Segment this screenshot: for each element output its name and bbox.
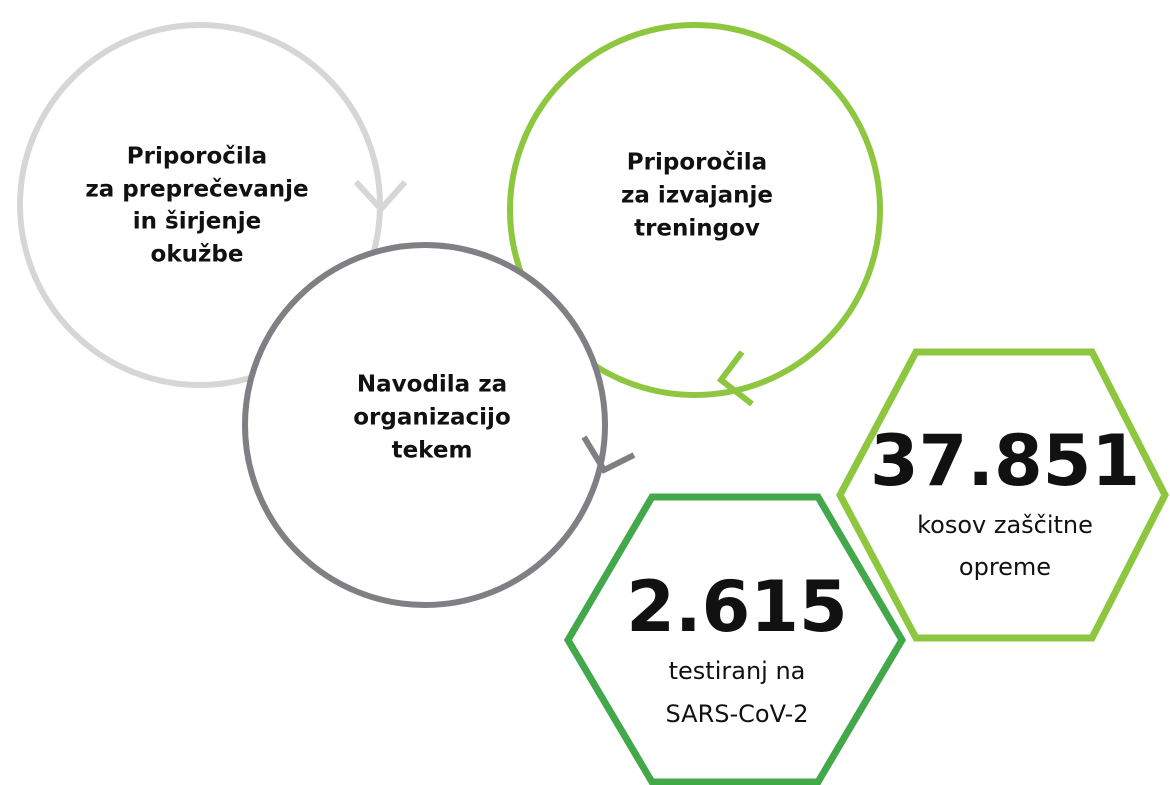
circle-green (507, 22, 883, 398)
arrow-light (353, 179, 408, 214)
stat-caption: opreme (959, 553, 1051, 581)
node-label: Priporočila (627, 150, 767, 176)
node-label: Navodila za (357, 372, 507, 398)
stat-caption: testiranj na (669, 657, 806, 685)
node-label: za preprečevanje (85, 177, 308, 203)
stat-caption: SARS-CoV-2 (665, 700, 808, 728)
circle-dark (242, 242, 608, 608)
node-label: okužbe (151, 242, 244, 268)
arrow-green (716, 350, 754, 407)
stat-caption: kosov zaščitne (917, 511, 1093, 539)
node-label: organizacijo (353, 405, 511, 431)
hexagon-green (563, 493, 907, 785)
node-label: Priporočila (127, 144, 267, 170)
node-label: tekem (392, 438, 473, 464)
node-label: treningov (634, 216, 760, 242)
arrow-dark (581, 435, 636, 474)
stat-number: 37.851 (870, 420, 1140, 502)
hexagon-light (836, 348, 1169, 642)
stat-number: 2.615 (626, 566, 847, 648)
node-label: za izvajanje (621, 183, 773, 209)
node-label: in širjenje (133, 209, 262, 235)
